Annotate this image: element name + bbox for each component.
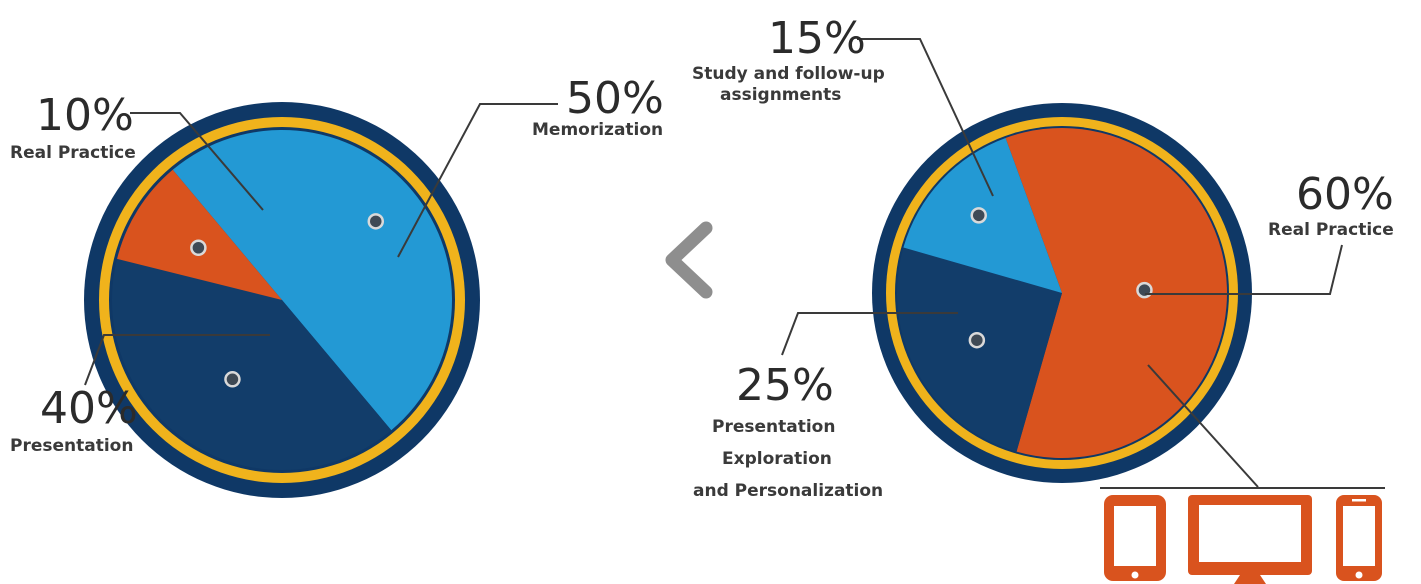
slice-label-line: Exploration (722, 449, 832, 469)
pie-slice-real_practice (117, 169, 282, 300)
left-pie-slices (111, 130, 452, 471)
slice-percent: 25% (736, 360, 834, 411)
right-label-study: 15% Study and follow-up assignments (692, 13, 994, 197)
leader-line (1145, 244, 1343, 295)
left-label-memorization: 50% Memorization (397, 73, 664, 258)
slice-label-line: Presentation (712, 417, 835, 437)
leader-line (84, 334, 270, 386)
slice-label-line: and Personalization (693, 481, 883, 501)
devices-group (1100, 364, 1385, 584)
slice-marker-memorization (367, 213, 385, 230)
smartphone-icon (1336, 495, 1382, 581)
left-label-real-practice: 10% Real Practice (10, 90, 264, 211)
left-label-presentation: 40% Presentation (10, 334, 270, 456)
slice-label: Real Practice (1268, 220, 1394, 240)
device-connector-line (1147, 364, 1259, 488)
slice-percent: 10% (36, 90, 134, 141)
leader-line (397, 103, 558, 258)
pie-slice-real_practice (1005, 127, 1228, 459)
slice-percent: 60% (1296, 169, 1394, 220)
leader-line (130, 112, 264, 211)
right-pie-slices (897, 127, 1228, 459)
slice-label-line: assignments (720, 85, 841, 105)
monitor-icon (1188, 495, 1312, 584)
right-label-presentation-exploration: 25% Presentation Exploration and Persona… (693, 312, 958, 501)
slice-marker-presentation (224, 371, 241, 388)
chevron-left-icon (665, 221, 713, 299)
slice-marker-study (970, 207, 987, 224)
right-pie-chart (872, 103, 1252, 483)
slice-marker-real_practice (190, 239, 207, 256)
slice-marker-presentation_exploration (968, 331, 986, 349)
slice-label: Real Practice (10, 143, 136, 163)
pie-slice-presentation_exploration (897, 247, 1062, 452)
slice-percent: 15% (768, 13, 866, 64)
leader-line (781, 312, 958, 356)
slice-label-line: Study and follow-up (692, 64, 885, 84)
slice-label: Presentation (10, 436, 133, 456)
slice-percent: 50% (566, 73, 664, 124)
right-label-real-practice: 60% Real Practice (1145, 169, 1394, 295)
left-pie-chart (84, 102, 480, 498)
leader-line (857, 38, 994, 197)
tablet-icon (1104, 495, 1166, 581)
slice-label: Memorization (532, 120, 663, 140)
slice-marker-real_practice (1136, 281, 1153, 299)
slice-percent: 40% (40, 383, 138, 434)
pie-slice-memorization (172, 130, 452, 431)
pie-slice-presentation (111, 258, 392, 471)
